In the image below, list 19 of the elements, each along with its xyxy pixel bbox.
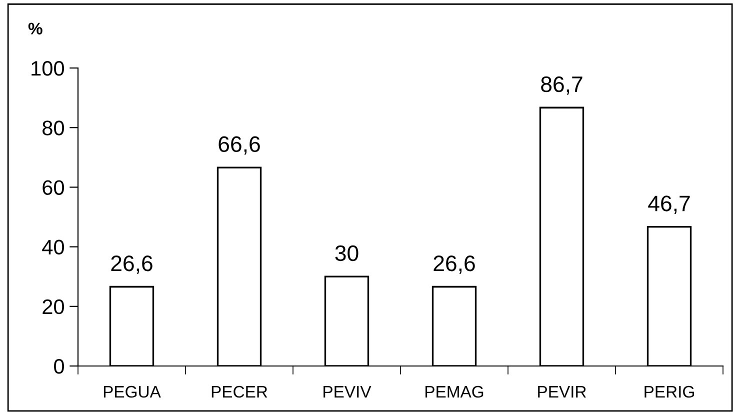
y-tick-label: 60 bbox=[42, 180, 64, 195]
x-tick-label: PEVIV bbox=[324, 386, 372, 398]
data-label: 46,7 bbox=[648, 196, 690, 214]
y-tick-label: 80 bbox=[42, 120, 64, 136]
y-tick-label: 100 bbox=[32, 61, 64, 76]
x-tick-label: PEMAG bbox=[426, 386, 484, 398]
x-tick-label: PEVIR bbox=[538, 386, 586, 398]
y-tick-label: 0 bbox=[54, 359, 64, 374]
x-tick-label: PECER bbox=[212, 386, 268, 398]
data-label: 86,7 bbox=[541, 76, 582, 95]
data-label: 66,6 bbox=[218, 136, 260, 155]
y-tick-label: 20 bbox=[42, 299, 64, 314]
data-label: 26,6 bbox=[111, 255, 152, 274]
data-label: 30 bbox=[335, 245, 358, 262]
y-tick-label: 40 bbox=[42, 240, 64, 255]
x-tick-label: PERIG bbox=[644, 386, 694, 398]
x-tick-label: PEGUA bbox=[104, 386, 161, 398]
y-axis-title: % bbox=[28, 22, 42, 34]
data-label: 26,6 bbox=[434, 255, 475, 274]
